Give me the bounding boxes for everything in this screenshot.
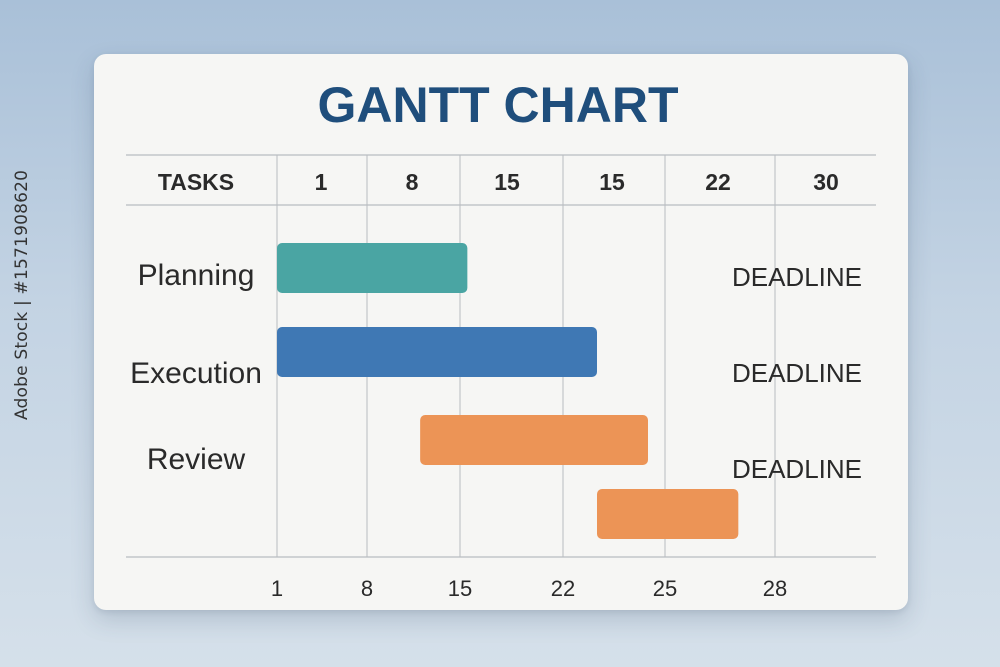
task-label: Review (147, 443, 246, 476)
chart-title: GANTT CHART (317, 77, 678, 133)
header-tick-label: 15 (599, 169, 625, 195)
header-tick-label: 1 (315, 169, 328, 195)
x-tick-label: 28 (763, 576, 787, 601)
watermark-id-text: Adobe Stock | #1571908620 (12, 169, 32, 420)
tasks-header: TASKS (158, 169, 234, 195)
gantt-bar (597, 489, 739, 539)
x-tick-label: 22 (551, 576, 575, 601)
gantt-bar (277, 327, 597, 377)
x-tick-label: 1 (271, 576, 283, 601)
task-label: Planning (138, 259, 255, 292)
chart-card: GANTT CHART TASKS 1 8 15 15 22 30 Planning DEADLI… (94, 54, 908, 610)
x-tick-label: 15 (448, 576, 472, 601)
header-tick-label: 8 (406, 169, 419, 195)
gantt-bar (277, 243, 468, 293)
header-tick-label: 30 (813, 169, 839, 195)
header-tick-label: 15 (494, 169, 520, 195)
deadline-annotation: DEADLINE (732, 358, 862, 388)
deadline-annotation: DEADLINE (732, 454, 862, 484)
deadline-annotation: DEADLINE (732, 262, 862, 292)
gantt-chart: GANTT CHART TASKS 1 8 15 15 22 30 Planning DEADLI… (126, 77, 876, 601)
task-label: Execution (130, 357, 262, 390)
gantt-bar (420, 415, 648, 465)
header-tick-label: 22 (705, 169, 731, 195)
x-tick-label: 25 (653, 576, 677, 601)
x-tick-label: 8 (361, 576, 373, 601)
